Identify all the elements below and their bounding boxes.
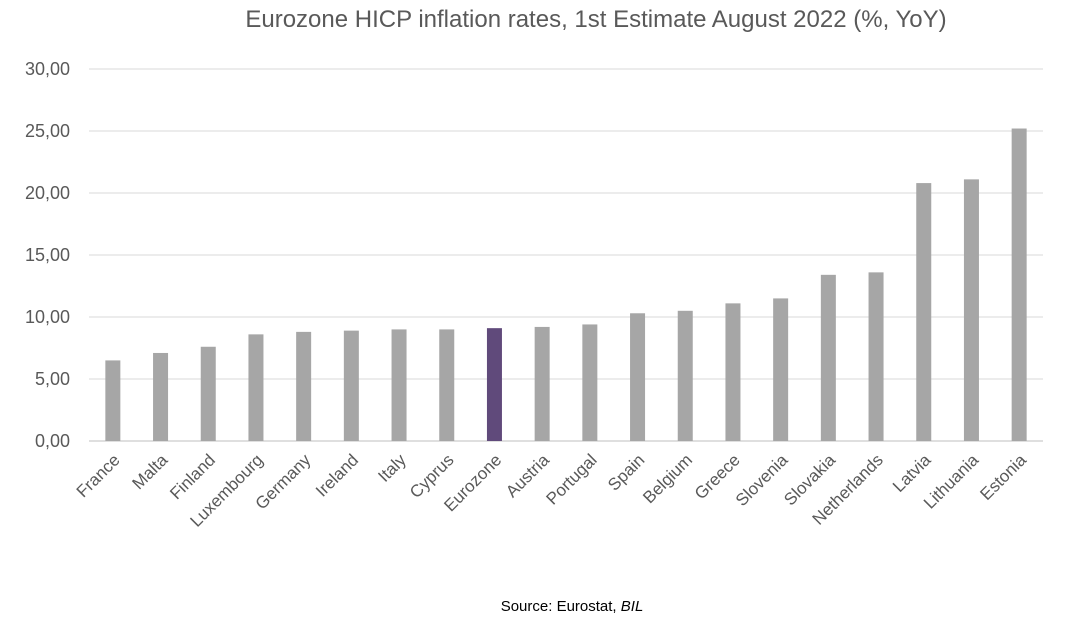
bar bbox=[343, 330, 359, 441]
chart-title: Eurozone HICP inflation rates, 1st Estim… bbox=[245, 6, 947, 33]
x-category-label: Slovenia bbox=[732, 450, 792, 510]
bars bbox=[105, 128, 1027, 442]
bar bbox=[248, 334, 264, 441]
bar bbox=[916, 183, 932, 441]
y-tick-label: 25,00 bbox=[25, 121, 70, 141]
x-category-label: Ireland bbox=[312, 450, 362, 500]
bar bbox=[439, 329, 455, 441]
x-category-label: Spain bbox=[604, 450, 648, 494]
y-tick-label: 5,00 bbox=[35, 369, 70, 389]
bar bbox=[868, 272, 884, 441]
bar bbox=[963, 179, 979, 442]
bar bbox=[391, 329, 407, 441]
bar bbox=[153, 352, 169, 441]
bar bbox=[820, 274, 836, 441]
bar bbox=[534, 326, 550, 441]
bar bbox=[725, 303, 741, 441]
source-note: Source: Eurostat, BIL bbox=[0, 598, 1066, 615]
x-category-label: Italy bbox=[374, 450, 410, 486]
x-category-label: Latvia bbox=[889, 450, 935, 496]
bar bbox=[677, 310, 693, 441]
bar bbox=[200, 346, 216, 441]
y-tick-label: 20,00 bbox=[25, 183, 70, 203]
bar bbox=[773, 298, 789, 441]
bar bbox=[582, 324, 598, 441]
source-prefix: Source: Eurostat, bbox=[500, 598, 621, 615]
y-tick-label: 10,00 bbox=[25, 307, 70, 327]
x-axis-labels: France MaltaFinlandLuxembourgGermanyIrela… bbox=[73, 450, 1031, 531]
y-tick-label: 15,00 bbox=[25, 245, 70, 265]
x-category-label: Malta bbox=[129, 450, 172, 493]
y-tick-label: 0,00 bbox=[35, 431, 70, 451]
x-category-label: Portugal bbox=[542, 450, 600, 508]
x-category-label: France bbox=[73, 450, 124, 501]
bar bbox=[630, 313, 646, 441]
bar bbox=[296, 331, 312, 441]
x-category-label: Belgium bbox=[639, 450, 696, 507]
source-italic: BIL bbox=[620, 598, 644, 615]
bar bbox=[486, 328, 502, 441]
y-tick-label: 30,00 bbox=[25, 59, 70, 79]
bar bbox=[105, 360, 121, 441]
x-category-label: Estonia bbox=[976, 450, 1030, 504]
y-axis-ticks: 0,00 5,00 10,00 15,00 20,00 25,00 30,00 bbox=[25, 59, 70, 451]
bar bbox=[1011, 128, 1027, 441]
gridlines bbox=[89, 68, 1043, 442]
